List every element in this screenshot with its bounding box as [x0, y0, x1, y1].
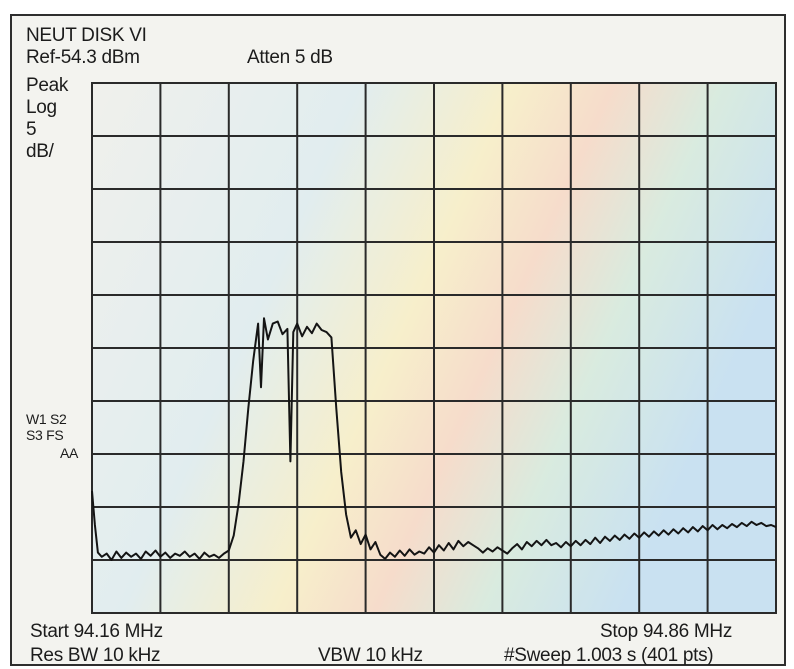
sweep-time: #Sweep 1.003 s (401 pts) [504, 645, 714, 666]
side-marker-2: S3 FS [26, 427, 64, 443]
spectrum-trace-line [91, 317, 777, 561]
graticule [92, 83, 776, 613]
side-marker-1: W1 S2 [26, 411, 67, 427]
detector-mode: Peak [26, 75, 69, 96]
attenuation: Atten 5 dB [247, 47, 333, 68]
scale-value: 5 [26, 119, 37, 140]
resolution-bandwidth: Res BW 10 kHz [30, 645, 161, 666]
side-marker-3: AA [60, 445, 79, 461]
video-bandwidth: VBW 10 kHz [318, 645, 423, 666]
trace-title: NEUT DISK VI [26, 25, 147, 46]
reference-level: Ref-54.3 dBm [26, 47, 140, 68]
start-frequency: Start 94.16 MHz [30, 621, 163, 642]
stop-frequency: Stop 94.86 MHz [600, 621, 733, 642]
scale-unit: dB/ [26, 141, 54, 162]
spectrum-trace-group [91, 317, 777, 561]
scale-mode: Log [26, 97, 57, 118]
